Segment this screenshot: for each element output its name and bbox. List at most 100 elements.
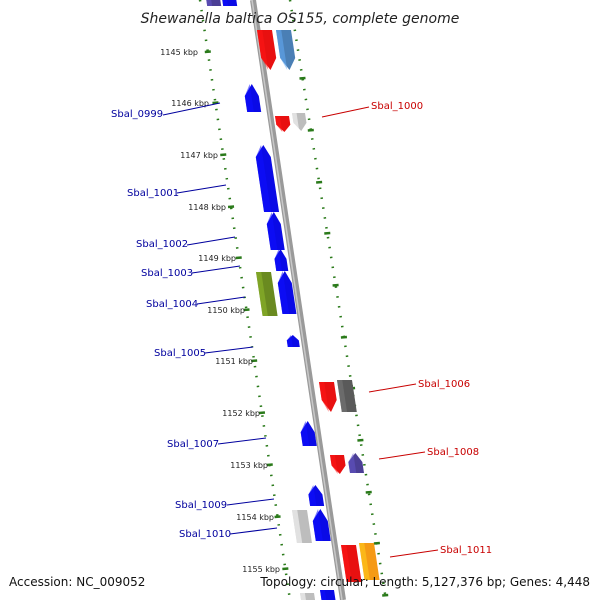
gene-arrow-orange-1011-highlight	[359, 543, 370, 580]
gene-arrow-slate-1008	[348, 453, 364, 473]
track-tick-mark	[307, 128, 314, 132]
gene-arrow-red-top-highlight	[257, 30, 269, 70]
gene-leader-sbal-1010	[229, 527, 278, 535]
track-tick-mark	[365, 490, 372, 494]
gene-arrow-sbal-1000-highlight	[275, 116, 283, 132]
gene-arrow-sbal-1009-highlight	[308, 485, 317, 506]
gene-leader-sbal-1000	[321, 106, 370, 118]
kbp-tick-mark	[258, 411, 266, 415]
kbp-tick-mark	[243, 308, 250, 312]
track-tick-mark	[357, 438, 364, 442]
kbp-label: 1146 kbp	[171, 99, 209, 108]
gene-label-sbal-1008: Sbal_1008	[427, 447, 479, 458]
gene-label-sbal-1005: Sbal_1005	[154, 348, 206, 359]
gene-arrow-sbal-1011-highlight	[341, 545, 352, 582]
gene-arrow-sbal-1011	[341, 545, 362, 582]
kbp-tick-mark	[274, 515, 281, 519]
kbp-label: 1151 kbp	[215, 357, 253, 366]
kbp-label: 1149 kbp	[198, 254, 236, 263]
track-tick-mark	[316, 180, 323, 184]
gene-arrow-top-left-2	[222, 0, 238, 6]
gene-label-sbal-1001: Sbal_1001	[127, 188, 179, 199]
gene-label-sbal-1010: Sbal_1010	[179, 529, 231, 540]
kbp-label: 1148 kbp	[188, 203, 226, 212]
gene-arrow-olive-1004-highlight	[256, 272, 268, 316]
gene-arrow-top-left	[206, 0, 222, 6]
kbp-label: 1150 kbp	[207, 306, 245, 315]
left-tick-track	[198, 0, 292, 600]
gene-arrow-steelblue-top	[276, 30, 296, 70]
track-tick-mark	[332, 283, 339, 287]
gene-arrow-sbal-1004-highlight	[277, 271, 290, 314]
gene-leader-sbal-1002	[186, 236, 236, 246]
tick-layer	[198, 0, 389, 600]
track-tick-mark	[382, 593, 389, 597]
kbp-tick-mark	[235, 256, 242, 260]
track-tick-mark	[299, 76, 306, 80]
gene-arrow-sbal-1002-highlight	[266, 212, 278, 250]
gene-arrow-sbal-1007	[300, 421, 317, 446]
backbone-layer	[250, 0, 346, 600]
track-tick-mark	[324, 231, 331, 235]
gene-arrow-sbal-1005	[286, 335, 300, 347]
gene-arrow-sbal-1001	[255, 145, 280, 212]
gene-leader-sbal-1011	[389, 549, 439, 558]
gene-arrow-sbal-1008	[330, 455, 346, 474]
gene-label-sbal-1003: Sbal_1003	[141, 268, 193, 279]
gene-arrow-sbal-0999	[244, 84, 262, 112]
gene-label-sbal-1004: Sbal_1004	[146, 299, 198, 310]
gene-arrow-olive-1004	[256, 272, 278, 316]
gene-arrow-sbal-1003	[274, 249, 289, 271]
gene-arrow-sbal-1006	[319, 382, 337, 412]
gene-label-sbal-1007: Sbal_1007	[167, 439, 219, 450]
gene-arrow-gray-1010	[292, 510, 312, 543]
kbp-label: 1147 kbp	[180, 151, 218, 160]
gene-arrow-slate-1008-highlight	[348, 453, 357, 473]
topology-text: Topology: circular; Length: 5,127,376 bp…	[259, 575, 590, 589]
gene-leader-sbal-1003	[191, 265, 241, 274]
gene-arrow-sbal-1004	[277, 271, 297, 314]
gene-arrow-sbal-1003-highlight	[274, 249, 282, 271]
kbp-tick-mark	[204, 50, 211, 54]
gene-leader-sbal-0999	[162, 102, 221, 116]
gene-leader-sbal-1001	[176, 184, 227, 194]
gene-arrow-top-left-2-highlight	[222, 0, 229, 6]
gene-arrow-sbal-1005-highlight	[286, 335, 293, 347]
kbp-tick-mark	[266, 463, 273, 467]
gene-arrow-gray-1000-highlight	[292, 113, 300, 131]
gene-arrow-bottom-gray	[300, 593, 316, 600]
gene-arrow-sbal-1010-highlight	[312, 509, 323, 541]
right-tick-track	[288, 0, 388, 600]
kbp-label: 1153 kbp	[230, 461, 268, 470]
gene-arrow-steelblue-top-highlight	[276, 30, 288, 70]
gene-arrow-sbal-1000	[275, 116, 291, 132]
gene-leader-sbal-1007	[217, 437, 267, 445]
genome-backbone	[250, 0, 346, 600]
gene-arrow-bottom-blue-highlight	[320, 590, 327, 600]
kbp-tick-mark	[227, 205, 235, 209]
gene-leader-sbal-1006	[368, 383, 417, 393]
gene-arrow-sbal-1010	[312, 509, 331, 541]
gene-arrow-orange-1011	[359, 543, 380, 580]
gene-arrow-sbal-1006-highlight	[319, 382, 329, 412]
gene-arrow-top-left-highlight	[206, 0, 213, 6]
gene-arrow-bottom-gray-highlight	[300, 593, 306, 600]
gene-arrow-sbal-1001-highlight	[255, 145, 272, 212]
gene-label-sbal-1000: Sbal_1000	[371, 101, 423, 112]
gene-label-sbal-1011: Sbal_1011	[440, 545, 492, 556]
map-title: Shewanella baltica OS155, complete genom…	[141, 11, 460, 27]
gene-arrow-gray-1000	[292, 113, 307, 131]
gene-label-sbal-0999: Sbal_0999	[111, 109, 163, 120]
kbp-label: 1152 kbp	[222, 409, 260, 418]
kbp-tick-mark	[251, 359, 258, 363]
gene-arrow-sbal-0999-highlight	[244, 84, 254, 112]
gene-leader-sbal-1008	[378, 451, 426, 460]
gene-arrow-sbal-1009	[308, 485, 325, 506]
gene-arrow-red-top	[257, 30, 277, 70]
kbp-tick-mark	[220, 153, 227, 157]
label-layer: Shewanella baltica OS155, complete genom…	[9, 11, 590, 589]
gene-arrow-gray-1010-highlight	[292, 510, 303, 543]
gene-label-sbal-1006: Sbal_1006	[418, 379, 470, 390]
